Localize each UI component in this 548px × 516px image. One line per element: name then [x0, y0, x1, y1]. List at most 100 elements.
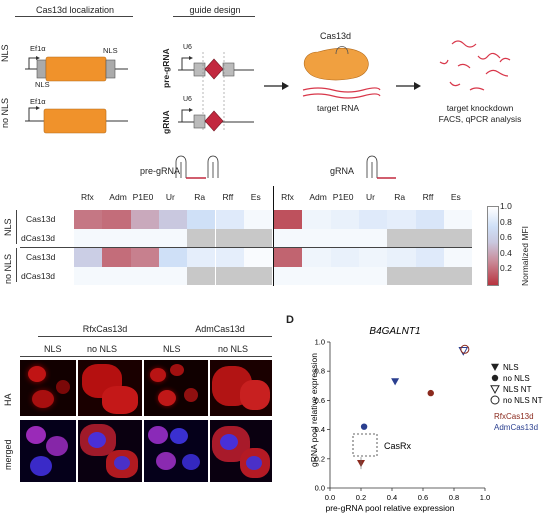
target-rna-label: target RNA: [317, 103, 360, 113]
u6-label: U6: [183, 44, 192, 51]
heatmap-cell-grna: [387, 210, 416, 229]
group-label-no-nls: no NLS: [3, 253, 13, 284]
heatmap-cell-pre-grna: [74, 266, 103, 285]
divider: [20, 356, 272, 357]
heatmap-cell-grna: [415, 266, 444, 285]
title-underline: [38, 336, 168, 337]
schematic-svg: [25, 40, 511, 134]
heatmap-cell-grna: [330, 266, 359, 285]
heatmap-cell-pre-grna: [243, 228, 273, 247]
hairpin-icon: [175, 155, 187, 178]
legend-label: NLS: [503, 363, 519, 372]
heatmap-cell-grna: [359, 248, 388, 267]
data-point: [391, 378, 400, 386]
heatmap-cell-pre-grna: [74, 210, 103, 229]
heatmap-cell-pre-grna: [130, 266, 159, 285]
col-no-nls: no NLS: [218, 344, 249, 354]
heatmap-cell-pre-grna: [243, 266, 273, 285]
cleaved-rna-fragments: [439, 40, 511, 91]
heatmap-cell-pre-grna: [243, 210, 273, 229]
legend-label: no NLS: [503, 374, 530, 383]
process-arrows: [264, 82, 421, 90]
heatmap-cell-pre-grna: [158, 228, 188, 247]
heatmap-cell-grna: [302, 248, 331, 267]
heatmap-cell-grna: [415, 210, 444, 229]
heatmap-cell-grna: [387, 266, 416, 285]
heatmap-cell-grna: [302, 266, 331, 285]
no-nls-construct: [25, 106, 128, 134]
y-tick-label: 0.8: [315, 367, 325, 376]
adm-title: AdmCas13d: [195, 324, 245, 334]
colorbar: [487, 206, 499, 286]
heatmap-cell-pre-grna: [187, 248, 216, 267]
legend-group-label: RfxCas13d: [494, 412, 534, 421]
x-tick-label: 0.2: [356, 493, 366, 502]
block-separator: [272, 186, 275, 286]
heatmap-cell-pre-grna: [187, 266, 216, 285]
y-tick-label: 1.0: [315, 338, 325, 347]
heatmap-cell-grna: [274, 210, 303, 229]
nls-construct: [25, 56, 128, 82]
legend-label: no NLS NT: [503, 396, 543, 405]
colorbar-label: Normalized MFI: [520, 226, 530, 286]
legend-marker: [490, 385, 500, 395]
col-no-nls: no NLS: [87, 344, 118, 354]
micrograph-ha-adm-no-nls: [210, 360, 272, 416]
pre-grna-header: pre-gRNA: [140, 166, 181, 176]
heatmap-cell-grna: [302, 210, 331, 229]
col-nls: NLS: [44, 344, 62, 354]
heatmap-cell-grna: [330, 248, 359, 267]
nls-box: [36, 59, 47, 79]
heatmap-cell-grna: [387, 228, 416, 247]
heatmap-col-label: Adm: [309, 192, 327, 202]
heatmap-row-label: dCas13d: [21, 232, 56, 243]
grna-construct: [178, 108, 254, 132]
heatmap-cell-pre-grna: [130, 228, 159, 247]
heatmap-col-label: P1E0: [332, 192, 354, 202]
heatmap-cell-pre-grna: [74, 248, 103, 267]
heatmap-col-label: Ur: [165, 192, 175, 202]
heatmap-cell-grna: [443, 210, 473, 229]
nls-box: [105, 59, 116, 79]
grna-header: gRNA: [330, 166, 355, 176]
heatmap-col-label: Es: [450, 192, 461, 202]
heatmap-cell-pre-grna: [102, 228, 131, 247]
casrx-highlight-box: [352, 433, 378, 457]
colorbar-tick-label: 0.4: [500, 247, 512, 258]
heatmap-col-label: Ra: [394, 192, 406, 202]
heatmap-row-label: Cas13d: [26, 252, 56, 262]
chart-title: B4GALNT1: [369, 326, 420, 337]
cas13d-orf: [45, 56, 107, 82]
micrograph-merged-adm-nls: [144, 420, 208, 482]
heatmap-col-label: Rfx: [81, 192, 94, 202]
title-underline: [173, 16, 255, 17]
heatmap-row-label: Cas13d: [26, 214, 56, 224]
legend-label: NLS NT: [503, 385, 532, 394]
heatmap-cell-pre-grna: [102, 248, 131, 267]
heatmap-cell-grna: [274, 266, 303, 285]
rfx-title: RfxCas13d: [82, 324, 128, 334]
heatmap-cell-grna: [274, 248, 303, 267]
ef1a-label: Ef1α: [30, 97, 46, 106]
heatmap-cell-pre-grna: [187, 210, 216, 229]
cas13d-orf: [43, 108, 107, 134]
heatmap-cell-grna: [302, 228, 331, 247]
heatmap-col-label: Adm: [109, 192, 127, 202]
micrograph-merged-rfx-no-nls: [78, 420, 142, 482]
heatmap-cell-pre-grna: [158, 248, 188, 267]
target-knockdown-label: target knockdown: [446, 103, 514, 113]
heatmap-cell-grna: [274, 228, 303, 247]
x-axis-label: pre-gRNA pool relative expression: [326, 503, 455, 513]
group-bracket: [2, 210, 17, 244]
heatmap-cell-pre-grna: [215, 266, 244, 285]
grna-row-label: gRNA: [161, 110, 171, 134]
title-underline: [15, 16, 133, 17]
micrograph-ha-rfx-no-nls: [78, 360, 142, 416]
heatmap-cell-pre-grna: [215, 228, 244, 247]
legend-marker: [491, 363, 499, 371]
facs-qpcr-label: FACS, qPCR analysis: [438, 114, 522, 124]
heatmap-cell-pre-grna: [187, 228, 216, 247]
localization-title: Cas13d localization: [35, 5, 115, 15]
heatmap-cell-grna: [330, 228, 359, 247]
casrx-annotation: CasRx: [384, 441, 412, 451]
